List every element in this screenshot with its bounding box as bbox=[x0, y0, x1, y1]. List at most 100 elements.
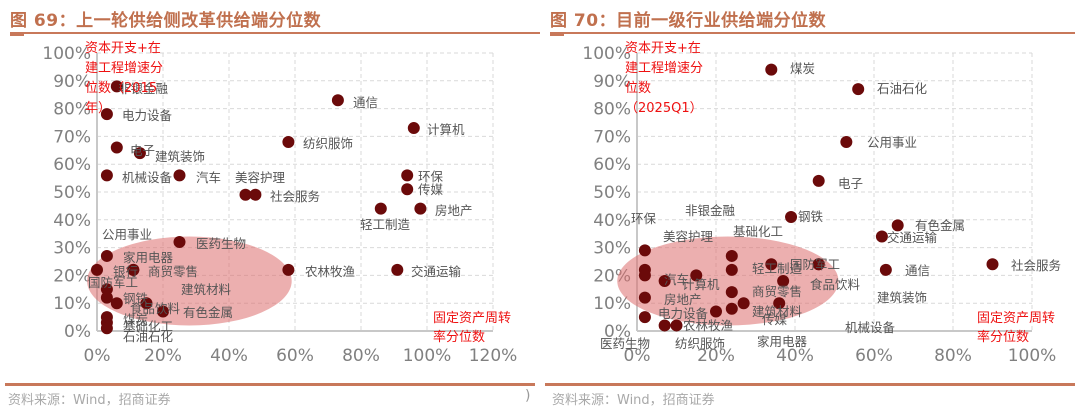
x-tick-label: 60% bbox=[276, 346, 314, 366]
x-tick-label: 100% bbox=[1008, 346, 1057, 366]
data-point bbox=[638, 244, 651, 257]
y-axis-annotation: 建工程增速分 bbox=[85, 61, 163, 76]
point-label: 非银金融 bbox=[685, 203, 736, 218]
title-rule-tab bbox=[550, 32, 564, 36]
point-label: 机械设备 bbox=[845, 320, 896, 335]
data-point bbox=[140, 297, 153, 310]
point-label: 公用事业 bbox=[102, 227, 152, 242]
point-label: 电力设备 bbox=[122, 108, 173, 123]
y-tick-label: 100% bbox=[582, 44, 631, 64]
data-point bbox=[737, 297, 750, 310]
data-point bbox=[100, 283, 113, 296]
point-label: 轻工制造 bbox=[360, 217, 411, 232]
point-label: 计算机 bbox=[682, 277, 720, 292]
x-tick-label: 40% bbox=[776, 346, 814, 366]
y-tick-label: 50% bbox=[53, 183, 91, 203]
point-label: 美容护理 bbox=[235, 170, 286, 185]
y-tick-label: 40% bbox=[53, 211, 91, 231]
figure-69-panel: 图 69：上一轮供给侧改革供给端分位数 0% 10% 20% 30% 40% 50% 60%… bbox=[5, 11, 540, 408]
data-point bbox=[110, 80, 123, 93]
point-label: 电力设备 bbox=[658, 306, 709, 321]
figure-70-title: 图 70：目前一级行业供给端分位数 bbox=[550, 11, 827, 31]
y-tick-label: 50% bbox=[593, 183, 631, 203]
y-tick-label: 40% bbox=[593, 211, 631, 231]
point-label: 国防军工 bbox=[790, 257, 840, 272]
point-label: 通信 bbox=[905, 263, 930, 278]
data-point bbox=[110, 141, 123, 154]
data-point bbox=[173, 169, 186, 182]
data-point bbox=[133, 147, 146, 160]
point-label: 机械设备 bbox=[122, 170, 173, 185]
point-label: 农林牧渔 bbox=[305, 264, 355, 279]
point-label: 家用电器 bbox=[123, 250, 174, 265]
data-point bbox=[891, 219, 904, 232]
source-note: 资料来源：Wind，招商证券 bbox=[552, 393, 715, 408]
x-tick-label: 120% bbox=[469, 346, 518, 366]
y-tick-label: 70% bbox=[593, 127, 631, 147]
data-point bbox=[840, 135, 853, 148]
data-point bbox=[785, 211, 798, 224]
point-label: 非银金融 bbox=[118, 81, 169, 96]
data-point bbox=[100, 249, 113, 262]
point-label: 有色金属 bbox=[183, 305, 233, 320]
data-point bbox=[658, 274, 671, 287]
data-point bbox=[239, 188, 252, 201]
point-label: 交通运输 bbox=[887, 230, 938, 245]
x-tick-label: 40% bbox=[210, 346, 248, 366]
point-label: 传媒 bbox=[762, 312, 788, 327]
y-axis-annotation: 年） bbox=[85, 101, 111, 116]
data-point bbox=[331, 94, 344, 107]
data-point bbox=[765, 63, 778, 76]
point-label: 建筑装饰 bbox=[877, 290, 927, 305]
point-label: 电子 bbox=[130, 143, 155, 158]
point-label: 社会服务 bbox=[270, 189, 320, 204]
point-label: 建筑装饰 bbox=[155, 149, 205, 164]
y-tick-label: 90% bbox=[593, 72, 631, 92]
x-tick-label: 60% bbox=[855, 346, 893, 366]
y-tick-label: 70% bbox=[53, 127, 91, 147]
point-label: 有色金属 bbox=[915, 218, 965, 233]
data-point bbox=[100, 108, 113, 121]
data-point bbox=[173, 236, 186, 249]
y-tick-label: 10% bbox=[593, 294, 631, 314]
x-tick-label: 20% bbox=[697, 346, 735, 366]
point-label: 煤炭 bbox=[790, 61, 815, 76]
y-axis-annotation: 位数 bbox=[625, 81, 651, 96]
x-axis-annotation: 率分位数 bbox=[977, 329, 1029, 345]
point-label: 建筑材料 bbox=[752, 304, 803, 319]
y-tick-label: 30% bbox=[53, 239, 91, 259]
point-label: 环保 bbox=[418, 169, 444, 184]
point-label: 国防军工 bbox=[88, 275, 138, 290]
point-label: 石油石化 bbox=[877, 81, 928, 96]
point-label: 美容护理 bbox=[663, 229, 714, 244]
y-axis-annotation: 资本开支+在 bbox=[625, 41, 701, 56]
data-point bbox=[725, 302, 738, 315]
data-point bbox=[879, 263, 892, 276]
data-point bbox=[638, 291, 651, 304]
data-point bbox=[670, 319, 683, 332]
point-label: 计算机 bbox=[427, 122, 465, 137]
point-label: 石油石化 bbox=[123, 329, 174, 344]
y-tick-label: 90% bbox=[53, 72, 91, 92]
point-label: 公用事业 bbox=[867, 135, 917, 150]
point-label: 商贸零售 bbox=[148, 264, 198, 279]
data-point bbox=[875, 230, 888, 243]
data-point bbox=[986, 258, 999, 271]
data-point bbox=[725, 286, 738, 299]
data-point bbox=[414, 202, 427, 215]
data-point bbox=[374, 202, 387, 215]
data-point bbox=[157, 305, 169, 318]
title-rule bbox=[10, 32, 540, 34]
data-point bbox=[852, 83, 865, 96]
y-tick-label: 20% bbox=[53, 266, 91, 286]
point-label: 农林牧渔 bbox=[683, 318, 733, 333]
point-label: 房地产 bbox=[664, 292, 702, 307]
grid bbox=[637, 52, 1033, 331]
data-point bbox=[407, 122, 420, 135]
point-label: 食品饮料 bbox=[810, 277, 861, 292]
x-tick-label: 100% bbox=[403, 346, 452, 366]
data-point bbox=[100, 291, 113, 304]
point-label: 房地产 bbox=[435, 203, 473, 218]
data-point bbox=[282, 263, 295, 276]
footer-rule bbox=[545, 383, 1075, 386]
